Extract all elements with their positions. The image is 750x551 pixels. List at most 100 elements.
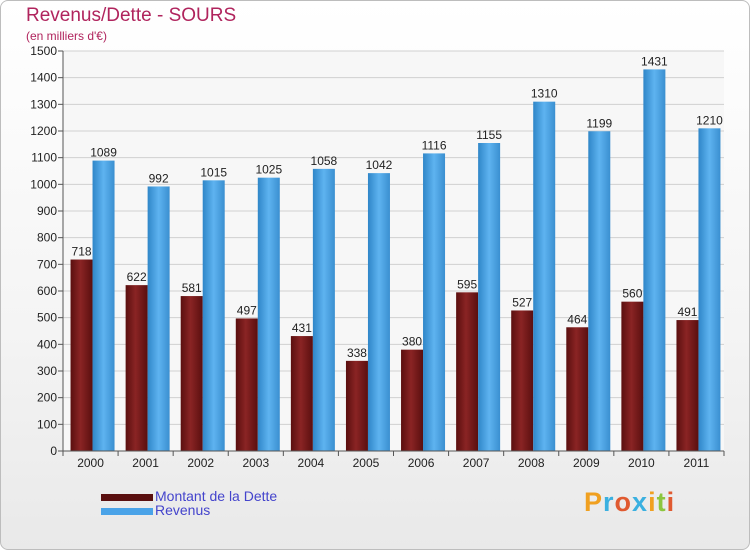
data-label-revenus: 1042: [366, 158, 393, 172]
data-label-dette: 431: [292, 321, 312, 335]
y-tick-label: 600: [37, 284, 57, 298]
chart-subtitle: (en milliers d'€): [26, 29, 107, 43]
proxiti-logo: Proxiti: [584, 487, 675, 518]
bar-revenus: [588, 131, 611, 451]
y-tick-label: 700: [37, 257, 57, 271]
x-tick-label: 2002: [187, 456, 214, 470]
legend-swatch-dette: [101, 493, 153, 501]
data-label-dette: 581: [182, 281, 202, 295]
bar-revenus: [147, 186, 170, 451]
data-label-dette: 718: [72, 245, 92, 259]
x-tick-label: 2007: [463, 456, 490, 470]
bar-dette: [511, 310, 534, 451]
bar-dette: [401, 349, 424, 451]
bar-dette: [456, 292, 479, 451]
x-tick-label: 2009: [573, 456, 600, 470]
y-tick-label: 1000: [30, 177, 57, 191]
data-label-revenus: 992: [149, 171, 169, 185]
chart-title: Revenus/Dette - SOURS: [26, 5, 237, 26]
x-tick-label: 2005: [353, 456, 380, 470]
x-tick-label: 2001: [132, 456, 159, 470]
bar-revenus: [257, 177, 280, 451]
legend-label-revenus: Revenus: [155, 502, 211, 518]
bar-revenus: [367, 173, 390, 451]
x-axis: 2000 2001 2002 2003 2004 2005 2006 2007 2008 2009…: [62, 450, 725, 470]
y-tick-label: 300: [37, 364, 57, 378]
bar-revenus: [643, 69, 666, 452]
logo-letter: P: [584, 487, 604, 517]
bar-dette: [125, 285, 148, 451]
logo-letter: i: [666, 487, 676, 517]
logo-letter: i: [648, 487, 657, 517]
data-label-dette: 527: [512, 295, 532, 309]
data-label-revenus: 1058: [311, 154, 338, 168]
data-label-revenus: 1199: [586, 116, 612, 130]
y-tick-label: 1100: [31, 151, 57, 165]
data-label-dette: 622: [127, 270, 147, 284]
bar-revenus: [92, 160, 115, 451]
y-tick-label: 800: [37, 231, 57, 245]
legend-item-dette: Montant de la Dette: [101, 488, 278, 504]
y-tick-label: 1300: [30, 97, 57, 111]
bar-revenus: [478, 143, 501, 451]
x-tick-label: 2010: [628, 456, 655, 470]
data-labels: 718 1089 622 992 581 1015 497 1025 431 1058 338 104…: [72, 54, 724, 359]
logo-letter: x: [632, 487, 649, 517]
data-label-revenus: 1210: [696, 113, 723, 127]
x-tick-label: 2011: [684, 456, 710, 470]
x-tick-label: 2008: [518, 456, 545, 470]
bars: [70, 69, 721, 452]
x-tick-label: 2000: [77, 456, 104, 470]
data-label-revenus: 1025: [255, 163, 282, 177]
bar-dette: [235, 318, 258, 451]
y-tick-label: 400: [37, 337, 57, 351]
data-label-dette: 497: [237, 303, 257, 317]
data-label-dette: 595: [457, 277, 477, 291]
logo-letter: o: [614, 487, 633, 517]
logo-letter: t: [656, 487, 667, 517]
data-label-revenus: 1310: [531, 87, 558, 101]
x-tick-label: 2004: [298, 456, 325, 470]
y-tick-label: 1400: [30, 71, 57, 85]
bar-dette: [70, 259, 93, 451]
bar-dette: [180, 296, 203, 451]
logo-letter: r: [603, 487, 615, 517]
y-axis: 0 100 200 300 400 500 600 700 800 900 1000 1100 1200…: [30, 44, 64, 458]
legend-label-dette: Montant de la Dette: [155, 488, 278, 504]
bar-revenus: [423, 153, 446, 451]
data-label-revenus: 1431: [641, 54, 668, 68]
y-tick-label: 100: [37, 417, 57, 431]
bar-dette: [676, 320, 699, 451]
y-tick-label: 200: [37, 391, 57, 405]
y-tick-label: 0: [50, 444, 57, 458]
data-label-dette: 560: [622, 287, 642, 301]
x-tick-label: 2006: [408, 456, 435, 470]
data-label-dette: 338: [347, 346, 367, 360]
x-tick-label: 2003: [242, 456, 269, 470]
legend-swatch-revenus: [101, 507, 153, 515]
y-tick-label: 500: [37, 311, 57, 325]
y-tick-label: 900: [37, 204, 57, 218]
bar-revenus: [698, 128, 721, 451]
bar-dette: [290, 336, 313, 451]
y-tick-label: 1200: [30, 124, 57, 138]
data-label-dette: 491: [677, 305, 697, 319]
bar-revenus: [533, 101, 556, 452]
data-label-revenus: 1155: [476, 128, 502, 142]
data-label-revenus: 1089: [90, 146, 117, 160]
legend-item-revenus: Revenus: [101, 502, 211, 518]
bar-revenus: [312, 168, 335, 451]
data-label-revenus: 1015: [200, 165, 227, 179]
bar-dette: [345, 360, 368, 451]
data-label-dette: 464: [567, 312, 587, 326]
grid-lines: [63, 50, 724, 452]
plot-area: [63, 51, 724, 451]
bar-dette: [566, 327, 589, 451]
bar-dette: [621, 301, 644, 451]
bar-revenus: [202, 180, 225, 452]
data-label-dette: 380: [402, 335, 422, 349]
data-label-revenus: 1116: [422, 138, 447, 152]
y-tick-label: 1500: [30, 44, 57, 58]
